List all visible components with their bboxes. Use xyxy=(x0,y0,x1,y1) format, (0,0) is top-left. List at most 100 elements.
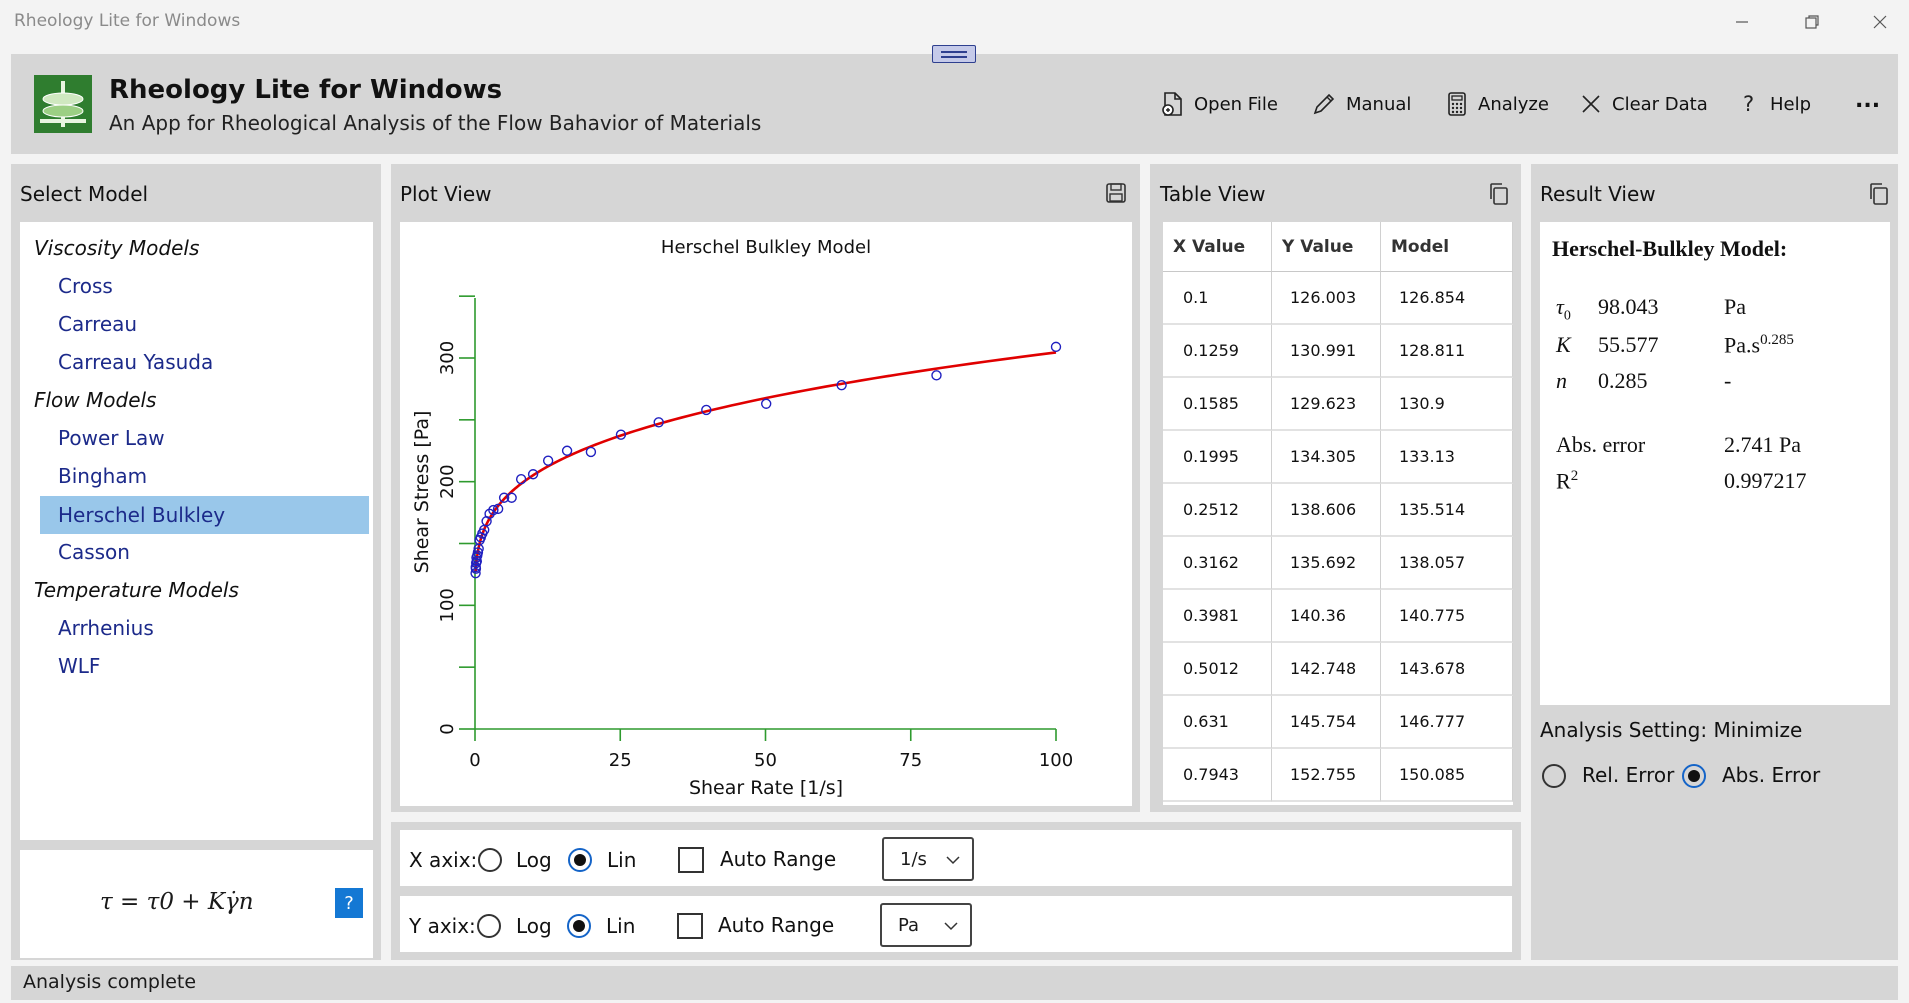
abs-error-radio[interactable] xyxy=(1682,764,1706,788)
data-point xyxy=(542,455,554,466)
y-axis-label: Y axix: xyxy=(409,914,476,938)
manual-button[interactable]: Manual xyxy=(1312,86,1411,122)
result-box xyxy=(1540,222,1890,705)
table-cell: 0.7943 xyxy=(1163,749,1272,802)
result-view-title: Result View xyxy=(1540,182,1656,206)
model-item-cross[interactable]: Cross xyxy=(58,274,113,298)
data-point xyxy=(836,380,847,391)
table-view-title: Table View xyxy=(1160,182,1266,206)
restore-button[interactable] xyxy=(1782,6,1842,38)
table-cell: 0.2512 xyxy=(1163,484,1272,537)
help-button[interactable]: ? Help xyxy=(1740,86,1811,122)
x-unit-select[interactable]: 1/s xyxy=(882,837,974,881)
table-cell: 146.777 xyxy=(1381,696,1513,749)
select-model-title: Select Model xyxy=(20,182,149,206)
more-button[interactable]: ... xyxy=(1855,82,1880,118)
clear-icon xyxy=(1582,95,1600,113)
svg-text:?: ? xyxy=(1743,92,1754,116)
k-value: 55.577 xyxy=(1598,332,1659,357)
more-icon: ... xyxy=(1855,87,1881,113)
data-point xyxy=(1050,341,1062,353)
app-subtitle: An App for Rheological Analysis of the F… xyxy=(109,111,762,135)
manual-label: Manual xyxy=(1346,93,1412,115)
table-cell: 130.9 xyxy=(1381,378,1513,431)
data-point xyxy=(506,492,517,503)
model-item-carreau-yasuda[interactable]: Carreau Yasuda xyxy=(58,350,214,374)
table-cell: 0.3981 xyxy=(1163,590,1272,643)
restore-icon xyxy=(1805,15,1819,29)
data-point xyxy=(488,504,499,516)
rel-error-label: Rel. Error xyxy=(1582,763,1675,787)
plot-view-title: Plot View xyxy=(400,182,492,206)
model-item-herschel-bulkley[interactable]: Herschel Bulkley xyxy=(40,496,369,534)
table-cell: 0.5012 xyxy=(1163,643,1272,696)
open-file-button[interactable]: Open File xyxy=(1160,86,1278,122)
data-point xyxy=(515,473,527,485)
x-tick-label: 100 xyxy=(1039,750,1073,771)
x-auto-range-checkbox[interactable] xyxy=(678,847,704,873)
y-unit-value: Pa xyxy=(898,914,920,936)
model-item-arrhenius[interactable]: Arrhenius xyxy=(58,616,154,640)
y-log-radio[interactable] xyxy=(477,914,501,938)
y-tick-label: 200 xyxy=(437,464,458,498)
save-plot-button[interactable] xyxy=(1106,183,1126,207)
x-lin-label: Lin xyxy=(607,848,637,872)
x-lin-radio[interactable] xyxy=(568,848,592,872)
table-cell: 0.1259 xyxy=(1163,325,1272,378)
table-cell: 138.606 xyxy=(1272,484,1381,537)
close-button[interactable] xyxy=(1850,6,1909,38)
clear-data-button[interactable]: Clear Data xyxy=(1580,86,1708,122)
drag-handle[interactable] xyxy=(932,45,976,63)
column-header[interactable]: Y Value xyxy=(1272,222,1381,272)
copy-result-button[interactable] xyxy=(1868,182,1890,210)
x-tick-label: 50 xyxy=(754,750,777,771)
rel-error-radio[interactable] xyxy=(1542,764,1566,788)
category-temperature: Temperature Models xyxy=(34,578,239,602)
model-item-wlf[interactable]: WLF xyxy=(58,654,101,678)
model-item-casson[interactable]: Casson xyxy=(58,540,130,564)
model-fit-line xyxy=(474,351,1057,573)
table-cell: 140.775 xyxy=(1381,590,1513,643)
calculator-icon xyxy=(1448,92,1466,116)
table-cell: 126.854 xyxy=(1381,272,1513,325)
table-cell: 134.305 xyxy=(1272,431,1381,484)
abs-error-value: 2.741 Pa xyxy=(1724,432,1801,457)
column-header[interactable]: Model xyxy=(1381,222,1513,272)
formula-text: τ = τ0 + Kγ̇n xyxy=(100,889,254,915)
y-unit-select[interactable]: Pa xyxy=(880,903,972,947)
y-auto-range-checkbox[interactable] xyxy=(677,913,703,939)
table-cell: 135.514 xyxy=(1381,484,1513,537)
formula-help-button[interactable]: ? xyxy=(335,888,363,918)
copy-icon xyxy=(1870,183,1888,205)
analyze-button[interactable]: Analyze xyxy=(1446,86,1549,122)
copy-icon xyxy=(1490,183,1508,205)
close-icon xyxy=(1873,15,1887,29)
x-log-radio[interactable] xyxy=(478,848,502,872)
n-value: 0.285 xyxy=(1598,368,1648,393)
y-lin-radio[interactable] xyxy=(567,914,591,938)
model-item-carreau[interactable]: Carreau xyxy=(58,312,138,336)
model-item-bingham[interactable]: Bingham xyxy=(58,464,148,488)
column-header[interactable]: X Value xyxy=(1163,222,1272,272)
data-point xyxy=(561,445,573,456)
data-point xyxy=(653,417,664,428)
table-cell: 133.13 xyxy=(1381,431,1513,484)
data-table: X Value Y Value Model 0.1 126.003 126.854 0.12… xyxy=(1163,222,1513,805)
y-tick-label: 100 xyxy=(437,588,458,622)
data-point xyxy=(615,429,627,440)
r2-value: 0.997217 xyxy=(1724,468,1807,493)
copy-table-button[interactable] xyxy=(1488,182,1510,210)
analysis-setting-label: Analysis Setting: Minimize xyxy=(1540,718,1803,742)
plot-area: Herschel Bulkley Model 0 25 50 75 100 0 100 200 3… xyxy=(400,222,1132,806)
data-point xyxy=(472,547,484,558)
model-item-power-law[interactable]: Power Law xyxy=(58,426,165,450)
x-tick-label: 75 xyxy=(899,750,922,771)
chevron-down-icon xyxy=(944,922,958,931)
minimize-button[interactable] xyxy=(1712,6,1772,38)
pencil-icon xyxy=(1313,93,1335,115)
window-title: Rheology Lite for Windows xyxy=(14,11,241,31)
analyze-label: Analyze xyxy=(1478,93,1549,115)
x-axis-title: Shear Rate [1/s] xyxy=(689,777,843,799)
formula-box xyxy=(20,850,373,958)
tau0-unit: Pa xyxy=(1724,294,1746,319)
